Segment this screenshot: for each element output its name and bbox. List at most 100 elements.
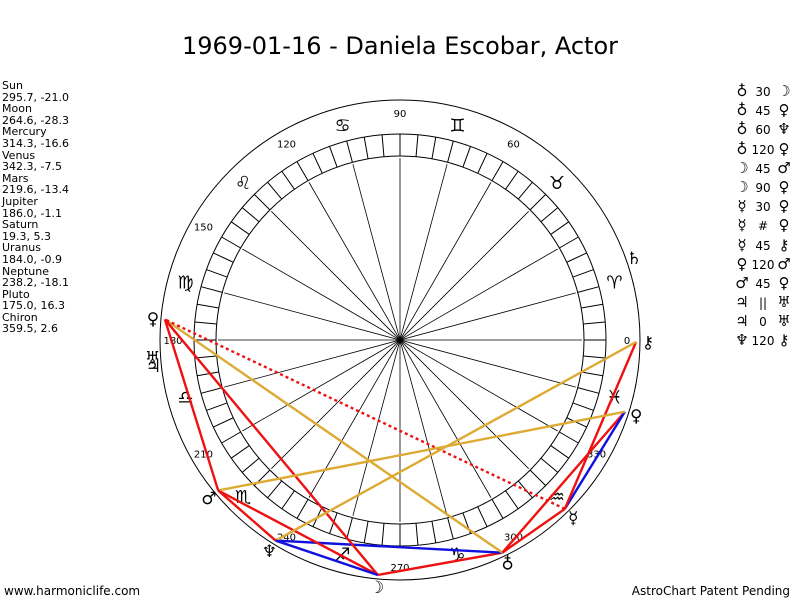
aspect-row: ♆ 120 ⚷	[734, 331, 792, 350]
aspect-value: 45	[755, 104, 771, 119]
aspect-planet-2: ♀	[778, 273, 790, 292]
degree-tick	[296, 161, 309, 181]
patent-note: AstroChart Patent Pending	[631, 584, 790, 598]
aspect-row: ♁ 60 ♆	[734, 120, 792, 139]
position-name: Mars	[2, 171, 29, 185]
degree-tick	[415, 134, 419, 157]
degree-label: 330	[587, 450, 606, 461]
degree-tick	[230, 221, 250, 235]
degree-tick	[577, 387, 600, 394]
position-name: Uranus	[2, 241, 41, 255]
degree-tick	[346, 517, 353, 540]
position-value: 359.5, 2.6	[2, 322, 58, 336]
position-value: 184.0, -0.9	[2, 252, 62, 266]
aspect-value: 45	[755, 238, 771, 253]
position-value: 295.7, -21.0	[2, 90, 69, 104]
degree-tick	[559, 431, 579, 444]
aspect-planet-2: ♀	[778, 177, 790, 196]
aspect-row: ☽ 90 ♀	[734, 178, 792, 197]
position-name: Saturn	[2, 218, 39, 232]
aspect-planet-2: ⚷	[778, 235, 790, 254]
aspect-value: 45	[755, 276, 771, 291]
aspect-planet-2: ♆	[777, 120, 791, 139]
aspect-value: #	[757, 219, 769, 234]
aspect-planet-1: ♂	[735, 273, 749, 292]
degree-tick	[197, 303, 219, 309]
aspect-line-mercury-pluto	[164, 318, 566, 510]
planet-pluto: ♀	[147, 309, 159, 329]
aspect-line-neptune-moon	[275, 539, 379, 577]
planet-saturn: ♄	[626, 249, 641, 269]
degree-label: 120	[277, 139, 296, 150]
aspect-row: ☽ 45 ♂	[734, 159, 792, 178]
degree-tick	[583, 355, 606, 359]
degree-tick	[200, 387, 223, 394]
position-name: Sun	[2, 79, 23, 92]
degree-tick	[267, 480, 283, 499]
site-url[interactable]: www.harmoniclife.com	[4, 584, 141, 598]
degree-tick	[505, 170, 519, 190]
degree-tick	[363, 137, 369, 159]
degree-tick	[431, 137, 437, 159]
aspect-planet-2: ♂	[777, 158, 791, 177]
aspect-planet-2: ♂	[777, 254, 791, 273]
degree-tick	[329, 146, 338, 168]
degree-tick	[581, 371, 603, 377]
aspect-value: 30	[755, 85, 771, 99]
degree-tick	[577, 286, 600, 293]
degree-tick	[581, 303, 603, 309]
aspect-line-moon-pluto	[163, 318, 379, 576]
degree-tick	[517, 181, 533, 200]
aspect-planet-2: ♀	[778, 139, 790, 158]
degree-tick	[491, 161, 504, 181]
planet-glyphs: ♁ ☽ ☿ ♀ ♂ ♃ ♄ ♅ ♆ ♀ ⚷	[145, 249, 654, 598]
degree-label: 150	[194, 223, 213, 234]
degree-tick	[431, 521, 437, 543]
degree-tick	[253, 193, 271, 211]
planet-moon: ☽	[369, 578, 384, 598]
position-value: 219.6, -13.4	[2, 183, 69, 197]
aspect-planet-2: ♅	[777, 312, 791, 331]
aspect-value: 30	[755, 200, 771, 215]
degree-tick	[529, 469, 547, 487]
degree-tick	[312, 153, 323, 174]
zodiac-sign: ♋	[334, 116, 350, 137]
degree-tick	[241, 207, 260, 223]
degree-tick	[206, 402, 228, 411]
degree-tick	[550, 221, 570, 235]
degree-tick	[540, 457, 559, 473]
aspect-value: 45	[755, 161, 771, 176]
aspect-line-neptune-chiron	[275, 341, 637, 542]
aspect-planet-1: ♃	[735, 293, 749, 312]
degree-tick	[540, 207, 559, 223]
degree-tick	[381, 134, 385, 157]
aspect-line-moon-mars	[217, 489, 379, 577]
planet-sun: ♁	[501, 554, 513, 574]
position-name: Jupiter	[2, 194, 38, 208]
aspect-planet-1: ♃	[735, 312, 749, 331]
aspect-row: ☿ # ♀	[734, 216, 792, 235]
position-value: 264.6, -28.3	[2, 113, 69, 127]
planet-neptune: ♆	[262, 542, 277, 562]
degree-tick	[572, 269, 594, 278]
degree-tick	[197, 371, 219, 377]
aspect-planet-1: ♀	[736, 254, 748, 273]
aspect-row: ♂ 45 ♀	[734, 274, 792, 293]
degree-label: 210	[194, 450, 213, 461]
aspect-line-mercury-venus	[563, 411, 626, 510]
aspect-planet-1: ☽	[735, 158, 749, 177]
aspect-planet-1: ♆	[735, 331, 749, 350]
degree-tick	[267, 181, 283, 200]
house-spoke	[224, 292, 576, 388]
aspect-value: ||	[758, 296, 768, 311]
degree-tick	[381, 523, 385, 546]
position-value: 314.3, -16.6	[2, 136, 69, 150]
degree-tick	[462, 146, 471, 168]
zodiac-signs: ♈♉♊♋♌♍♎♏♐♑♒♓	[177, 116, 622, 566]
zodiac-sign: ♍	[177, 273, 193, 294]
planet-venus: ♀	[630, 406, 642, 426]
position-value: 342.3, -7.5	[2, 160, 62, 174]
aspect-planet-2: ⚷	[778, 331, 790, 350]
aspect-lines	[163, 318, 638, 577]
aspect-row: ♁ 30 ☽	[734, 82, 792, 101]
